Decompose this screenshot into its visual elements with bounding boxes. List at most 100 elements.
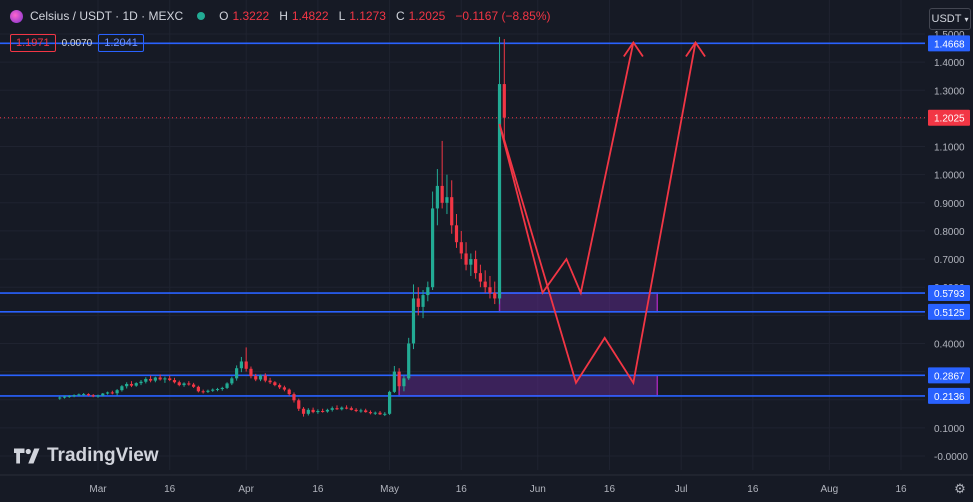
candle-body: [110, 392, 114, 394]
candle-body: [230, 378, 234, 384]
candle-body: [411, 298, 416, 344]
candle-body: [125, 383, 129, 387]
price-tick-label: 0.1000: [934, 424, 965, 435]
candle-body: [168, 378, 172, 381]
candle-body: [278, 385, 282, 388]
candle-body: [359, 410, 363, 412]
candle-body: [67, 396, 71, 398]
time-tick-label: May: [380, 484, 399, 495]
candle-body: [201, 391, 205, 393]
candle-body: [445, 197, 449, 203]
price-tick-label: -0.0000: [934, 452, 968, 463]
candle-body: [182, 383, 186, 386]
candle-body: [263, 375, 267, 381]
price-tick-label: 1.4000: [934, 58, 965, 69]
candle-body: [148, 378, 153, 381]
price-axis[interactable]: 1.50001.40001.30001.20001.10001.00000.90…: [928, 30, 970, 463]
time-tick-label: 16: [604, 484, 616, 495]
price-label-text: 0.5125: [934, 308, 965, 319]
price-tick-label: 0.8000: [934, 227, 965, 238]
candle-body: [287, 389, 291, 395]
candle-body: [153, 377, 157, 381]
price-tick-label: 1.1000: [934, 143, 965, 154]
price-label-text: 1.2025: [934, 114, 965, 125]
candle-body: [344, 407, 349, 409]
open-label: O: [219, 9, 229, 23]
candle-body: [502, 84, 506, 118]
candle-body: [488, 287, 492, 293]
chart-grid: [0, 0, 925, 470]
market-status-icon: [197, 12, 206, 20]
candle-body: [421, 295, 425, 307]
candle-body: [368, 412, 373, 414]
time-tick-label: Mar: [89, 484, 107, 495]
candle-body: [77, 394, 81, 396]
tradingview-logo: TradingView: [14, 445, 159, 467]
time-axis[interactable]: Mar 16 Apr 16 May 16 Jun 16 Jul 16 Aug 16: [0, 474, 973, 495]
currency-selector[interactable]: USDT ▾: [929, 8, 971, 30]
logo-text: TradingView: [47, 445, 159, 466]
projection-arrowhead-1: [623, 40, 644, 58]
candle-body: [134, 383, 138, 386]
time-tick-label: 16: [747, 484, 759, 495]
time-tick-label: Jul: [675, 484, 688, 495]
candle-body: [469, 259, 473, 265]
zone-rect: [398, 374, 659, 397]
candle-body: [244, 361, 248, 369]
candle-body: [254, 376, 258, 380]
spread-value: 0.0070: [61, 37, 93, 49]
candle-body: [474, 259, 478, 274]
sell-button[interactable]: 1.1971: [10, 34, 56, 52]
candle-body: [378, 412, 382, 415]
candle-body: [483, 281, 487, 288]
price-label-box: [928, 109, 970, 126]
candle-body: [72, 395, 76, 397]
candle-body: [86, 394, 91, 396]
price-label-box: [928, 303, 970, 320]
candle-body: [215, 389, 220, 391]
price-label-text: 0.2136: [934, 392, 965, 403]
celsius-coin-icon: [10, 9, 23, 23]
projection-paths: [498, 40, 706, 386]
candle-body: [330, 408, 334, 410]
candle-body: [493, 292, 497, 299]
candle-body: [235, 368, 239, 379]
buy-button[interactable]: 1.2041: [98, 34, 144, 52]
candle-body: [301, 408, 306, 414]
price-tick-label: 1.3000: [934, 86, 965, 97]
candle-body: [273, 382, 277, 386]
candle-body: [478, 273, 482, 282]
candle-body: [402, 378, 406, 387]
candle-body: [349, 408, 353, 410]
projection-path-2: [498, 42, 697, 386]
low-label: L: [338, 9, 346, 23]
price-label-box: [928, 387, 970, 404]
candlestick-series: [58, 36, 506, 417]
candle-body: [282, 387, 287, 390]
time-tick-label: 16: [164, 484, 176, 495]
candle-body: [163, 378, 167, 380]
candle-body: [387, 391, 392, 414]
price-tick-label: 0.9000: [934, 199, 965, 210]
candle-body: [144, 378, 148, 382]
candle-body: [383, 413, 387, 415]
candle-body: [435, 185, 439, 209]
gear-icon[interactable]: ⚙: [954, 481, 966, 496]
candle-body: [431, 208, 435, 288]
symbol-legend[interactable]: Celsius / USDT · 1D · MEXC O 1.3222 H 1.48…: [10, 9, 557, 23]
candle-body: [225, 383, 229, 388]
close-label: C: [395, 9, 405, 23]
trade-buttons: 1.1971 0.0070 1.2041: [10, 34, 144, 52]
candle-body: [120, 386, 124, 391]
tradingview-logo-icon: [14, 448, 40, 464]
candle-body: [325, 409, 330, 412]
candle-body: [249, 368, 253, 377]
price-label-text: 0.5793: [934, 289, 965, 300]
price-tick-label: 0.4000: [934, 339, 965, 350]
projection-arrowhead-2: [685, 40, 706, 58]
time-tick-label: 16: [456, 484, 468, 495]
horizontal-levels: [0, 42, 925, 397]
time-tick-label: Apr: [238, 484, 254, 495]
candle-body: [258, 375, 263, 380]
